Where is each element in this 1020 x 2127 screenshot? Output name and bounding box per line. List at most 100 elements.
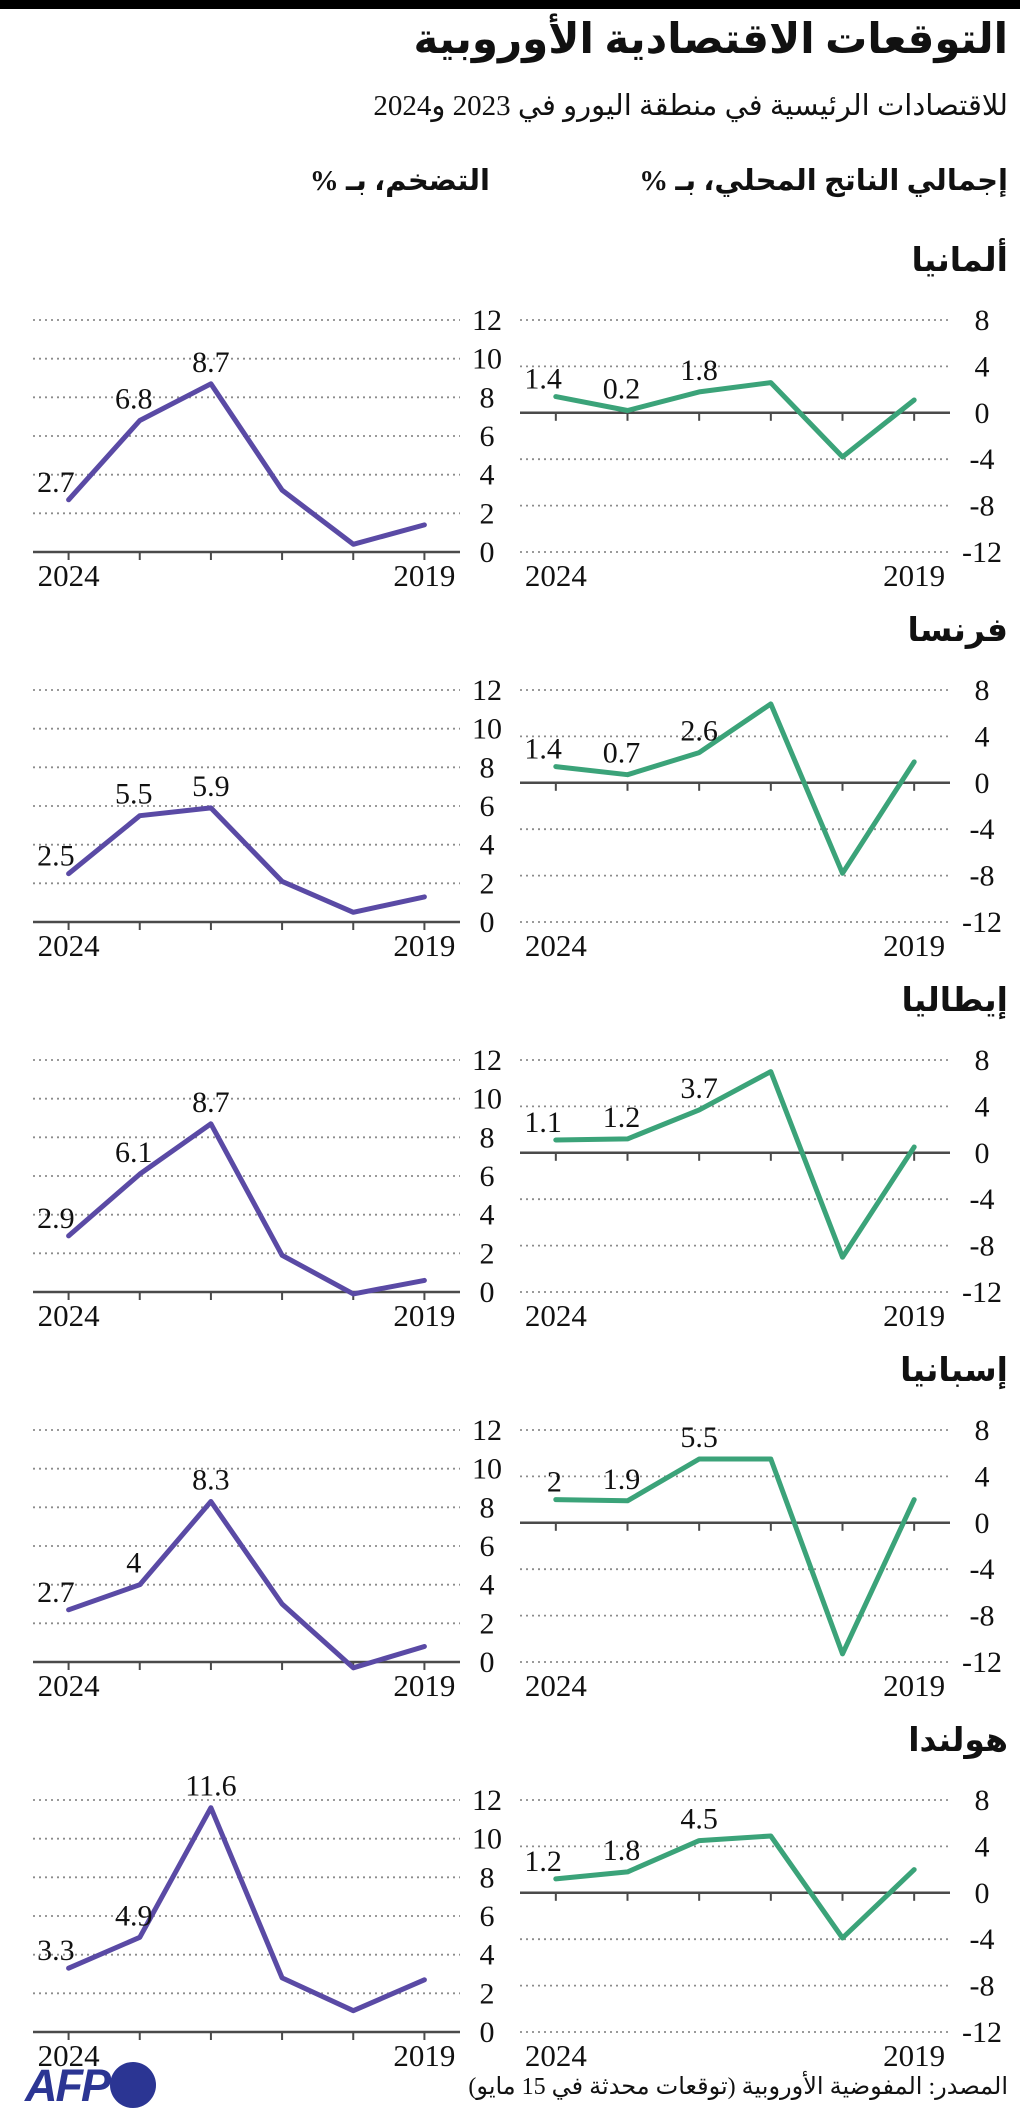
- data-point-label: 2: [547, 1466, 562, 1499]
- y-axis-tick-label: 4: [480, 829, 495, 862]
- y-axis-tick-label: 8: [975, 1414, 990, 1447]
- column-header-gdp: إجمالي الناتج المحلي، بـ %: [639, 165, 1008, 197]
- y-axis-tick-label: 4: [480, 1199, 495, 1232]
- top-black-bar: [0, 0, 1020, 9]
- x-axis-year-left: 2024: [525, 928, 588, 963]
- y-axis-tick-label: 10: [472, 1823, 502, 1856]
- x-axis-year-right: 2019: [883, 1668, 945, 1703]
- y-axis-tick-label: 4: [480, 1939, 495, 1972]
- y-axis-tick-label: -8: [970, 1230, 995, 1263]
- y-axis-tick-label: 0: [975, 1507, 990, 1540]
- y-axis-tick-label: -8: [970, 1970, 995, 2003]
- y-axis-tick-label: 8: [975, 674, 990, 707]
- y-axis-tick-label: 4: [975, 1460, 990, 1493]
- data-point-label: 8.7: [192, 346, 230, 379]
- y-axis-tick-label: 8: [975, 1784, 990, 1817]
- y-axis-tick-label: 8: [480, 1861, 495, 1894]
- gdp-chart-france: 8 4 0 -4 -8 -12 1.4 0.7 2.6 2024 2019: [510, 634, 1020, 969]
- y-axis-tick-label: 0: [480, 906, 495, 939]
- country-row-france: فرنسا 12 10 8 6 4 2 0 2.5 5.5 5.9 2024 2019 8 4 0 -4 -8…: [0, 610, 1020, 980]
- y-axis-tick-label: 12: [472, 674, 502, 707]
- gdp-line: [553, 380, 917, 460]
- y-axis-tick-label: 2: [480, 1607, 495, 1640]
- data-point-label: 4.9: [115, 1899, 153, 1932]
- y-axis-tick-label: -8: [970, 490, 995, 523]
- inflation-line: [66, 1805, 427, 2014]
- data-point-label: 5.5: [680, 1421, 718, 1454]
- country-row-germany: ألمانيا 12 10 8 6 4 2 0 2.7 6.8 8.7 2024 2019 8 4 0 -4…: [0, 240, 1020, 610]
- y-axis-tick-label: 2: [480, 867, 495, 900]
- y-axis-tick-label: 8: [480, 1491, 495, 1524]
- data-point-label: 8.7: [192, 1086, 230, 1119]
- gdp-line: [553, 1833, 917, 1941]
- inflation-line: [66, 1121, 427, 1297]
- gdp-plot: 8 4 0 -4 -8 -12 1.1 1.2 3.7 2024 2019: [520, 1044, 1002, 1333]
- y-axis-tick-label: 0: [975, 767, 990, 800]
- gdp-line: [553, 1069, 917, 1260]
- y-axis-tick-label: -4: [970, 443, 995, 476]
- y-axis-tick-label: 2: [480, 1977, 495, 2010]
- gdp-chart-italy: 8 4 0 -4 -8 -12 1.1 1.2 3.7 2024 2019: [510, 1004, 1020, 1339]
- inflation-line: [66, 381, 427, 547]
- y-axis-tick-label: 0: [975, 1137, 990, 1170]
- inflation-chart-spain: 12 10 8 6 4 2 0 2.7 4 8.3 2024 2019: [0, 1374, 510, 1709]
- y-axis-tick-label: -8: [970, 860, 995, 893]
- y-axis-tick-label: -4: [970, 1183, 995, 1216]
- column-header-inflation: التضخم، بـ %: [309, 165, 490, 197]
- data-point-label: 1.4: [524, 363, 562, 396]
- data-point-label: 2.7: [37, 1576, 75, 1609]
- data-point-label: 2.9: [37, 1202, 75, 1235]
- inflation-plot: 12 10 8 6 4 2 0 3.3 4.9 11.6 2024 2019: [33, 1770, 502, 2073]
- data-point-label: 8.3: [192, 1464, 230, 1497]
- y-axis-tick-label: -4: [970, 813, 995, 846]
- y-axis-tick-label: 8: [975, 304, 990, 337]
- gdp-line: [553, 701, 917, 876]
- y-axis-tick-label: 6: [480, 790, 495, 823]
- x-axis-year-left: 2024: [38, 558, 101, 593]
- y-axis-tick-label: 0: [480, 536, 495, 569]
- gdp-plot: 8 4 0 -4 -8 -12 1.2 1.8 4.5 2024 2019: [520, 1784, 1002, 2073]
- data-point-label: 6.8: [115, 383, 153, 416]
- data-point-label: 4: [126, 1547, 141, 1580]
- data-point-label: 0.2: [603, 372, 641, 405]
- y-axis-tick-label: 10: [472, 343, 502, 376]
- y-axis-tick-label: -12: [962, 1276, 1002, 1309]
- inflation-line: [66, 805, 427, 915]
- x-axis-year-left: 2024: [38, 928, 101, 963]
- data-point-label: 1.2: [603, 1101, 641, 1134]
- data-point-label: 3.7: [680, 1072, 718, 1105]
- y-axis-tick-label: 10: [472, 1453, 502, 1486]
- y-axis-tick-label: 6: [480, 1530, 495, 1563]
- y-axis-tick-label: 8: [480, 381, 495, 414]
- y-axis-tick-label: 2: [480, 497, 495, 530]
- x-axis-year-left: 2024: [525, 558, 588, 593]
- data-point-label: 1.8: [603, 1834, 641, 1867]
- gdp-plot: 8 4 0 -4 -8 -12 2 1.9 5.5 2024 2019: [520, 1414, 1002, 1703]
- x-axis-year-left: 2024: [525, 1668, 588, 1703]
- y-axis-tick-label: 4: [975, 1090, 990, 1123]
- y-axis-tick-label: -12: [962, 1646, 1002, 1679]
- x-axis-year-right: 2019: [883, 2038, 945, 2073]
- y-axis-tick-label: 8: [975, 1044, 990, 1077]
- inflation-plot: 12 10 8 6 4 2 0 2.7 4 8.3 2024 2019: [33, 1414, 502, 1703]
- gdp-line: [553, 1456, 917, 1657]
- y-axis-tick-label: 10: [472, 1083, 502, 1116]
- inflation-chart-germany: 12 10 8 6 4 2 0 2.7 6.8 8.7 2024 2019: [0, 264, 510, 599]
- y-axis-tick-label: 4: [975, 350, 990, 383]
- data-point-label: 2.5: [37, 840, 75, 873]
- page-subtitle: للاقتصادات الرئيسية في منطقة اليورو في 2…: [373, 90, 1008, 122]
- x-axis-year-left: 2024: [525, 2038, 588, 2073]
- y-axis-tick-label: 0: [480, 1276, 495, 1309]
- x-axis-year-left: 2024: [38, 1298, 101, 1333]
- y-axis-tick-label: 4: [480, 1569, 495, 1602]
- y-axis-tick-label: 12: [472, 1784, 502, 1817]
- inflation-line: [66, 1499, 427, 1671]
- y-axis-tick-label: 6: [480, 420, 495, 453]
- data-point-label: 1.8: [680, 354, 718, 387]
- data-point-label: 4.5: [680, 1803, 718, 1836]
- x-axis-year-left: 2024: [38, 2038, 101, 2073]
- inflation-chart-france: 12 10 8 6 4 2 0 2.5 5.5 5.9 2024 2019: [0, 634, 510, 969]
- x-axis-year-right: 2019: [883, 928, 945, 963]
- data-point-label: 0.7: [603, 737, 641, 770]
